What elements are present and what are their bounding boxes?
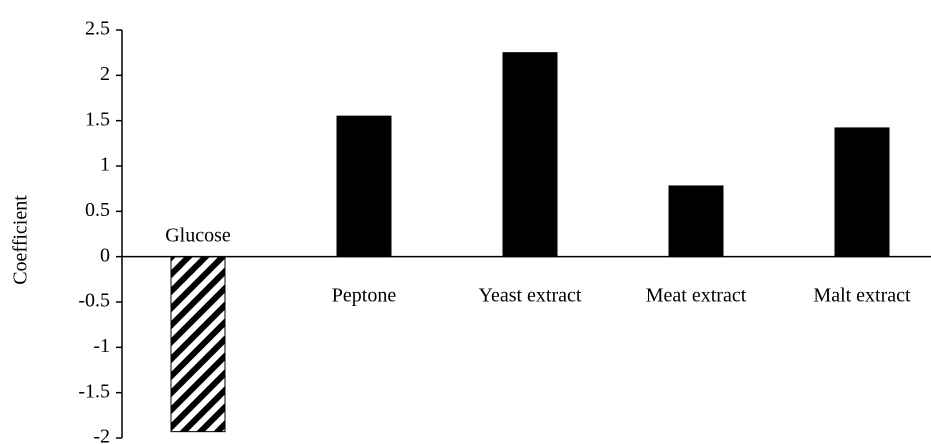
x-tick-label: Yeast extract [479,284,582,306]
y-tick-label: 0.5 [85,199,110,221]
y-tick-label: 1 [100,154,110,176]
bar [834,127,890,258]
y-tick-label: 2 [100,63,110,85]
y-tick-label: -0.5 [78,290,110,312]
y-axis-label: Coefficient [10,195,32,285]
bar [668,185,724,258]
x-tick-label: Malt extract [813,284,911,306]
y-tick-label: -1 [93,335,110,357]
x-tick-label: Peptone [332,284,397,306]
x-tick-label: Meat extract [646,284,747,306]
y-tick-label: 2.5 [85,18,110,40]
x-tick-label: Glucose [165,224,231,246]
bar [336,115,392,258]
y-tick-label: 0 [100,244,110,266]
y-tick-label: -2 [93,426,110,444]
y-tick-label: 1.5 [85,108,110,130]
bar [502,52,558,258]
y-tick-label: -1.5 [78,380,110,402]
bar [170,256,226,433]
